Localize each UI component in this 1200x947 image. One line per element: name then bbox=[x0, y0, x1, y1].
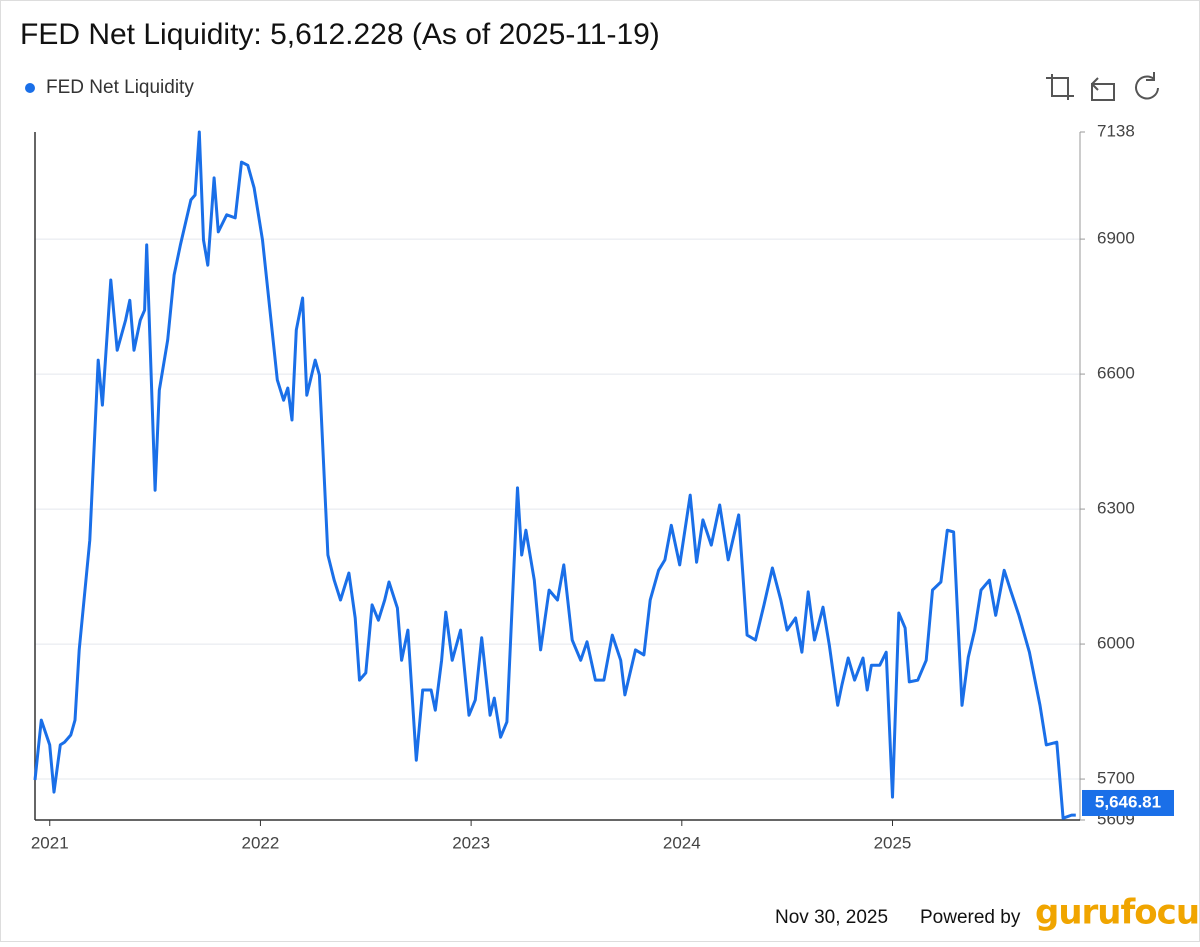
y-tick-label: 6300 bbox=[1097, 499, 1135, 518]
x-tick-label: 2023 bbox=[452, 833, 490, 852]
legend-label: FED Net Liquidity bbox=[46, 77, 194, 98]
refresh-icon[interactable] bbox=[1135, 72, 1159, 100]
chart-title: FED Net Liquidity: 5,612.228 (As of 2025… bbox=[20, 18, 660, 51]
y-tick-label: 6600 bbox=[1097, 364, 1135, 383]
brand-logo: gurufocus bbox=[1035, 893, 1200, 933]
x-tick-label: 2022 bbox=[242, 833, 280, 852]
y-tick-label: 6000 bbox=[1097, 634, 1135, 653]
powered-by: Powered by bbox=[920, 907, 1021, 928]
x-tick-label: 2021 bbox=[31, 833, 69, 852]
y-tick-label: 5700 bbox=[1097, 769, 1135, 788]
date: Nov 30, 2025 bbox=[775, 907, 888, 928]
x-tick-label: 2025 bbox=[874, 833, 912, 852]
y-tick-label: 6900 bbox=[1097, 229, 1135, 248]
back-icon[interactable] bbox=[1091, 77, 1115, 101]
toolbar[interactable] bbox=[1046, 72, 1159, 101]
zoom-icon[interactable] bbox=[1046, 74, 1074, 100]
x-tick-label: 2024 bbox=[663, 833, 701, 852]
y-tick-label: 7138 bbox=[1097, 121, 1135, 140]
current-value-label: 5,646.81 bbox=[1095, 792, 1161, 811]
current-value-box bbox=[1082, 789, 1174, 816]
line-series bbox=[33, 130, 1076, 820]
legend-marker bbox=[25, 83, 35, 93]
